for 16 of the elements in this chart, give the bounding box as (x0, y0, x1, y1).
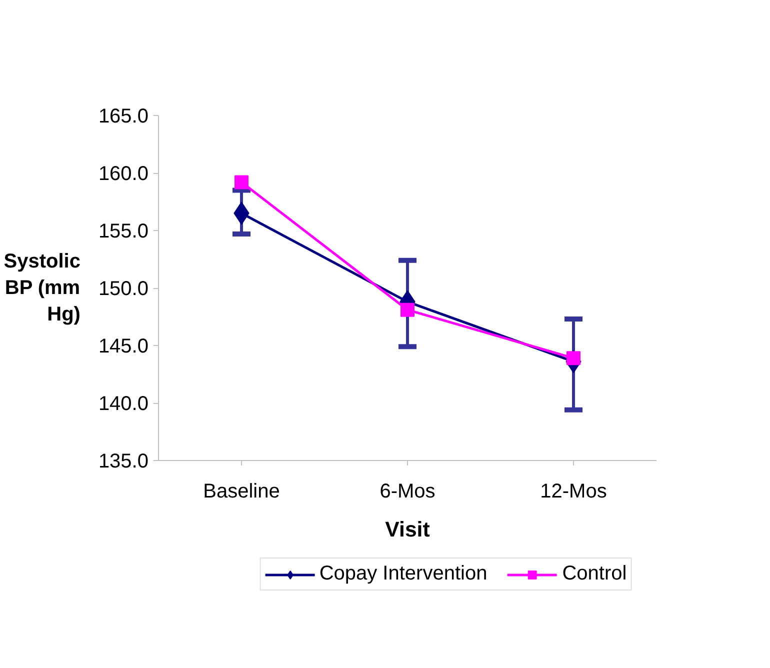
legend-label: Control (562, 562, 627, 586)
y-tick-label: 135.0 (98, 450, 149, 472)
x-axis-title: Visit (385, 518, 430, 542)
legend-label: Copay Intervention (319, 562, 488, 586)
point (234, 175, 248, 190)
x-tick-label: 12-Mos (540, 480, 607, 502)
x-tick-label: Baseline (203, 480, 280, 502)
y-tick-label: 165.0 (98, 106, 149, 128)
y-tick-label: 145.0 (98, 336, 149, 358)
y-axis-title: Systolic BP (mm Hg) (4, 250, 80, 326)
y-tick-label: 150.0 (98, 278, 149, 300)
point (400, 302, 414, 317)
y-tick-label: 140.0 (98, 393, 149, 415)
x-tick-label: 6-Mos (380, 480, 436, 502)
y-tick-label: 160.0 (98, 163, 149, 185)
y-tick-label: 155.0 (98, 220, 149, 242)
